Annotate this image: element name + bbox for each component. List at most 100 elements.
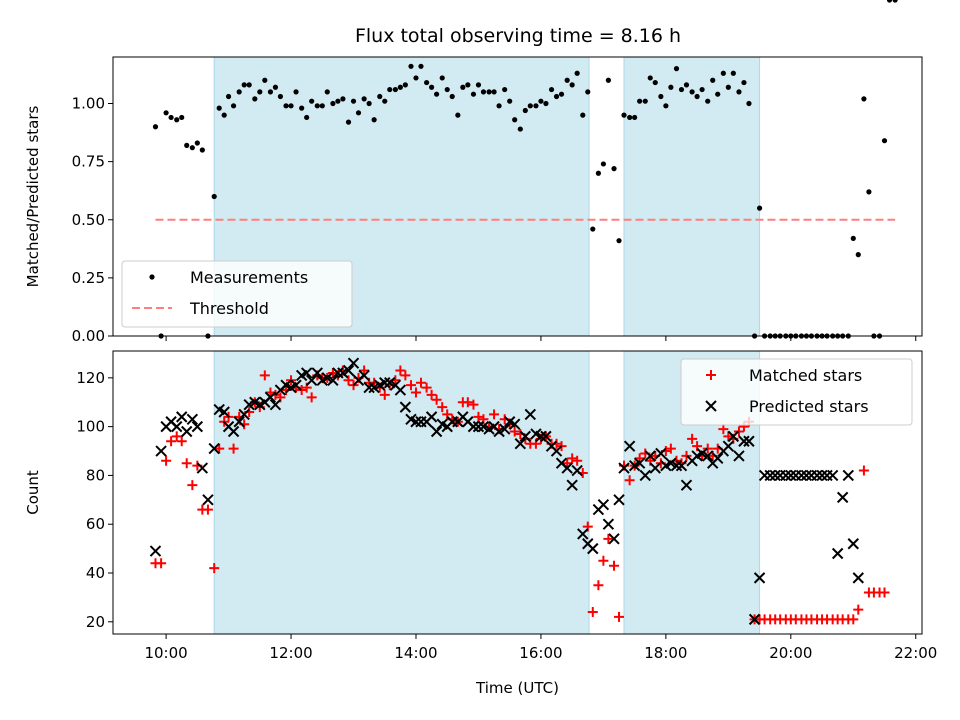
- measurement-point: [152, 124, 159, 130]
- predicted-star-marker: [399, 401, 412, 413]
- matched-star-marker: [161, 455, 172, 466]
- matched-star-marker: [858, 465, 869, 476]
- predicted-star-marker: [712, 452, 724, 465]
- predicted-star-marker: [410, 416, 422, 428]
- matched-star-marker: [437, 402, 448, 413]
- matched-star-marker: [166, 436, 177, 447]
- measurement-point: [486, 89, 492, 95]
- predicted-star-marker: [769, 469, 781, 482]
- measurement-point: [715, 91, 721, 97]
- predicted-star-marker: [738, 435, 750, 447]
- predicted-star-marker: [379, 377, 391, 389]
- x-tick-label: 16:00: [519, 644, 562, 662]
- x-tick-label: 10:00: [144, 644, 187, 662]
- predicted-star-marker: [577, 528, 589, 540]
- matched-star-marker: [733, 426, 744, 437]
- predicted-star-marker: [639, 469, 651, 482]
- predicted-star-marker: [722, 440, 735, 452]
- measurement-point: [663, 103, 669, 109]
- predicted-star-marker: [748, 613, 761, 626]
- predicted-star-marker: [597, 498, 610, 511]
- bottom-panel: 20 40 60 80 100 120 10:00 12:00 14:00 16:00 18:00 2…: [24, 351, 937, 697]
- measurement-point: [652, 79, 658, 86]
- predicted-star-marker: [561, 462, 573, 474]
- predicted-star-marker: [149, 545, 162, 557]
- y-tick-label: 40: [86, 564, 105, 582]
- measurement-point: [366, 100, 372, 107]
- y-tick-label: 100: [76, 418, 105, 436]
- measurement-point: [288, 103, 294, 109]
- measurement-point: [252, 96, 258, 102]
- measurement-point: [439, 75, 445, 81]
- matched-star-marker: [421, 382, 432, 393]
- measurement-point: [689, 89, 695, 95]
- measurement-point: [892, 0, 898, 3]
- matched-star-marker: [598, 555, 609, 566]
- measurement-point: [216, 105, 222, 111]
- measurement-point: [595, 170, 602, 176]
- measurement-point: [730, 70, 736, 76]
- measurement-point: [236, 89, 242, 95]
- measurement-point: [881, 138, 888, 144]
- predicted-star-marker: [155, 445, 167, 457]
- measurement-point: [580, 112, 586, 118]
- measurement-point: [866, 189, 872, 195]
- measurement-point: [392, 86, 398, 93]
- measurement-point: [574, 70, 580, 76]
- measurement-point: [533, 103, 539, 109]
- measurement-point: [678, 86, 685, 93]
- predicted-star-marker: [644, 450, 656, 462]
- measurement-point: [413, 75, 419, 81]
- matched-star-marker: [665, 443, 676, 454]
- measurement-point: [335, 98, 341, 104]
- measurement-point: [314, 103, 320, 109]
- predicted-star-marker: [332, 367, 344, 379]
- legend-marker-measurements: [149, 274, 155, 280]
- measurement-point: [632, 114, 638, 121]
- matched-star-marker: [171, 431, 182, 442]
- measurement-point: [309, 98, 315, 104]
- y-tick-label: 0.75: [72, 153, 105, 171]
- matched-star-marker: [259, 370, 270, 381]
- predicted-star-marker: [363, 381, 375, 394]
- matched-star-marker: [468, 399, 479, 410]
- measurement-point: [850, 235, 856, 241]
- measurement-point: [277, 93, 284, 100]
- measurement-point: [699, 86, 705, 93]
- measurement-point: [522, 107, 528, 114]
- measurement-point: [517, 126, 523, 132]
- legend-marker-matched: [706, 370, 716, 380]
- legend-label: Matched stars: [749, 366, 862, 385]
- y-axis-label: Matched/Predicted stars: [24, 106, 42, 288]
- predicted-star-marker: [847, 538, 859, 550]
- measurement-point: [340, 96, 346, 102]
- matched-star-marker: [405, 380, 416, 391]
- predicted-star-marker: [633, 457, 646, 469]
- measurement-point: [756, 205, 763, 211]
- predicted-star-marker: [727, 430, 740, 443]
- measurement-point: [163, 110, 169, 116]
- matched-star-marker: [202, 504, 213, 515]
- measurement-point: [710, 77, 716, 83]
- predicted-star-marker: [202, 494, 214, 506]
- measurement-point: [746, 100, 752, 107]
- y-tick-label: 0.50: [72, 211, 105, 229]
- predicted-star-marker: [816, 469, 828, 482]
- x-tick-label: 20:00: [769, 644, 812, 662]
- matched-star-marker: [609, 560, 620, 571]
- predicted-star-marker: [347, 357, 360, 369]
- measurement-point: [543, 100, 549, 107]
- measurement-point: [553, 93, 560, 100]
- predicted-star-marker: [602, 518, 615, 530]
- measurement-point: [361, 96, 367, 102]
- measurement-point: [293, 89, 299, 95]
- measurement-point: [621, 112, 627, 118]
- predicted-star-marker: [300, 367, 313, 379]
- y-axis-label: Count: [24, 470, 42, 515]
- measurement-point: [642, 98, 648, 104]
- measurement-point: [470, 91, 477, 97]
- matched-star-marker: [509, 426, 520, 437]
- measurement-point: [387, 86, 393, 93]
- predicted-star-marker: [540, 430, 552, 443]
- x-tick-label: 14:00: [394, 644, 437, 662]
